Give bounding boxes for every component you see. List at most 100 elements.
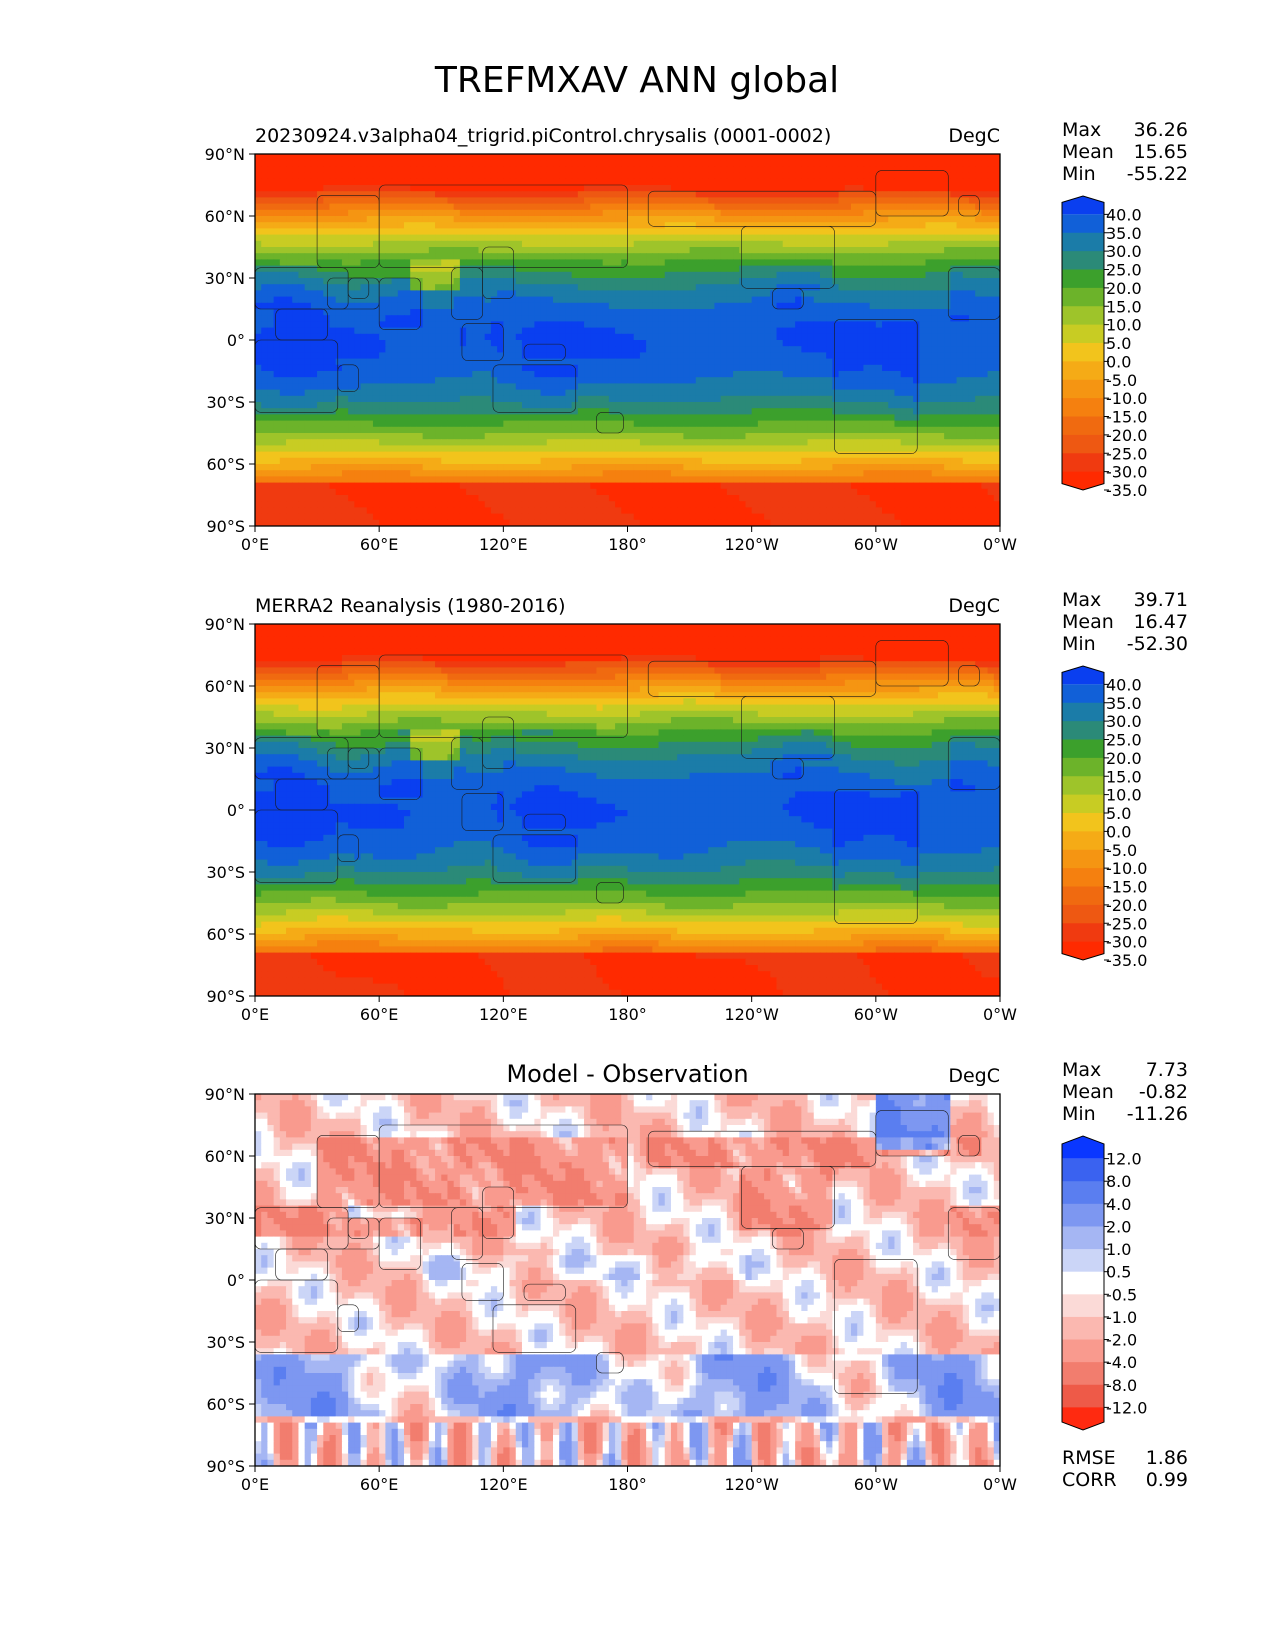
colorbar-tick-label: -25.0	[1106, 444, 1147, 463]
x-tick-label: 0°E	[241, 1005, 269, 1024]
x-tick-label: 120°E	[479, 535, 528, 554]
stat-value: -11.26	[1127, 1103, 1188, 1125]
colorbar-tick-label: -15.0	[1106, 878, 1147, 897]
colorbar-tick-label: 4.0	[1106, 1195, 1131, 1214]
y-tick-label: 60°S	[206, 455, 245, 474]
coastline	[875, 640, 949, 687]
x-tick-label: 120°W	[724, 535, 779, 554]
colorbar-segment	[1062, 398, 1104, 417]
coastline	[958, 665, 980, 687]
y-tick-label: 30°N	[205, 269, 245, 288]
y-tick-label: 90°S	[206, 987, 245, 1006]
coastline	[492, 834, 577, 883]
units-label: DegC	[948, 1065, 1000, 1087]
colorbar-tick-label: -8.0	[1106, 1376, 1137, 1395]
stat-label: Max	[1062, 589, 1101, 611]
stat-value: -52.30	[1127, 633, 1188, 655]
panels: 20230924.v3alpha04_trigrid.piControl.chr…	[205, 119, 1188, 1494]
colorbar-tick-label: 35.0	[1106, 224, 1142, 243]
stat-value: 0.99	[1146, 1469, 1188, 1491]
colorbar-segment	[1062, 1362, 1104, 1386]
map-field	[255, 154, 1000, 526]
colorbar-segment	[1062, 849, 1104, 869]
stat-value: 7.73	[1146, 1059, 1188, 1081]
coastline	[596, 882, 624, 904]
colorbar-tick-label: 20.0	[1106, 279, 1142, 298]
colorbar-tick-label: -5.0	[1106, 371, 1137, 390]
colorbar-extend-top	[1062, 666, 1104, 685]
colorbar-tick-label: -30.0	[1106, 933, 1147, 952]
coastline	[337, 1304, 359, 1332]
stat-label: RMSE	[1062, 1447, 1116, 1469]
coastline	[337, 364, 359, 392]
stat-label: Min	[1062, 163, 1096, 185]
stat-value: -55.22	[1127, 163, 1188, 185]
coastline	[958, 1135, 980, 1157]
x-tick-label: 180°	[608, 1005, 647, 1024]
stat-label: Min	[1062, 633, 1096, 655]
stat-label: Min	[1062, 1103, 1096, 1125]
colorbar-segment	[1062, 434, 1104, 454]
y-tick-label: 90°S	[206, 517, 245, 536]
colorbar-tick-label: 35.0	[1106, 694, 1142, 713]
colorbar-segment	[1062, 306, 1104, 326]
colorbar-tick-label: -12.0	[1106, 1398, 1147, 1417]
x-tick-label: 0°E	[241, 1475, 269, 1494]
coastline	[378, 184, 628, 268]
colorbar-tick-label: 10.0	[1106, 786, 1142, 805]
panel-model: 20230924.v3alpha04_trigrid.piControl.chr…	[205, 119, 1188, 554]
panel-title: Model - Observation	[506, 1060, 748, 1088]
coastline	[772, 288, 804, 310]
colorbar-segment	[1062, 831, 1104, 851]
panel-title: MERRA2 Reanalysis (1980-2016)	[255, 595, 566, 617]
colorbar-segment	[1062, 251, 1104, 270]
coastline	[378, 1217, 421, 1270]
colorbar-segment	[1062, 923, 1104, 943]
colorbar-tick-label: 0.5	[1106, 1263, 1131, 1282]
colorbar-extend-bottom	[1062, 941, 1104, 960]
colorbar-segment	[1062, 1294, 1104, 1318]
stat-label: Mean	[1062, 611, 1114, 633]
colorbar-tick-label: 12.0	[1106, 1150, 1142, 1169]
colorbar-tick-label: 1.0	[1106, 1240, 1131, 1259]
colorbar-tick-label: -30.0	[1106, 463, 1147, 482]
x-tick-label: 60°E	[360, 1475, 398, 1494]
stat-value: 16.47	[1134, 611, 1188, 633]
colorbar-segment	[1062, 287, 1104, 307]
y-tick-label: 30°S	[206, 393, 245, 412]
coastline	[461, 1263, 504, 1301]
stat-label: Max	[1062, 1059, 1101, 1081]
colorbar-segment	[1062, 379, 1104, 399]
colorbar-segment	[1062, 1249, 1104, 1273]
colorbar-tick-label: 40.0	[1106, 205, 1142, 224]
x-tick-label: 0°E	[241, 535, 269, 554]
colorbar-tick-label: 15.0	[1106, 767, 1142, 786]
colorbar-segment	[1062, 453, 1104, 473]
y-tick-label: 90°N	[205, 145, 245, 164]
colorbar-segment	[1062, 324, 1104, 344]
figure-title: TREFMXAV ANN global	[434, 60, 839, 101]
colorbar-segment	[1062, 1158, 1104, 1182]
coastline	[482, 1186, 514, 1239]
colorbar-segment	[1062, 1181, 1104, 1205]
map-field	[255, 624, 1000, 996]
coastline	[596, 412, 624, 434]
colorbar-tick-label: -20.0	[1106, 896, 1147, 915]
colorbar-tick-label: 0.0	[1106, 822, 1131, 841]
colorbar-extend-top	[1062, 1136, 1104, 1159]
colorbar-tick-label: 30.0	[1106, 712, 1142, 731]
x-tick-label: 120°E	[479, 1005, 528, 1024]
coastline	[378, 654, 628, 738]
colorbar-tick-label: 10.0	[1106, 316, 1142, 335]
stat-label: CORR	[1062, 1469, 1117, 1491]
colorbar-segment	[1062, 214, 1104, 234]
y-tick-label: 60°S	[206, 925, 245, 944]
x-tick-label: 0°W	[983, 1475, 1017, 1494]
coastline	[947, 737, 1000, 790]
coastline	[482, 246, 514, 299]
coastline	[772, 758, 804, 780]
y-tick-label: 90°N	[205, 615, 245, 634]
coastline	[523, 1283, 566, 1301]
colorbar-extend-bottom	[1062, 1407, 1104, 1430]
coastline	[834, 319, 918, 454]
